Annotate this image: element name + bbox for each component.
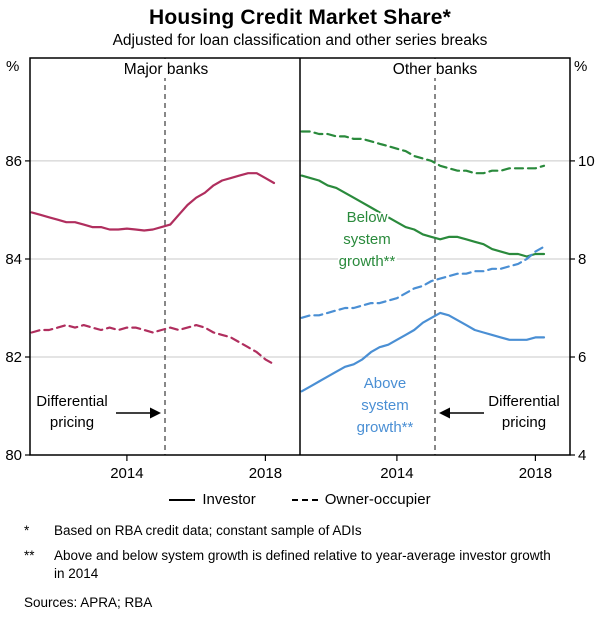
y-tick-label: 86: [5, 153, 22, 170]
legend-label-investor: Investor: [202, 491, 256, 508]
footnote-1: * Based on RBA credit data; constant sam…: [24, 522, 600, 540]
y-tick-label: 8: [578, 251, 586, 268]
y-tick-label: 10: [578, 153, 595, 170]
plot-frame: [29, 57, 571, 456]
legend-item-owner-occupier: Owner-occupier: [291, 491, 431, 508]
panel-header-other-banks: Other banks: [389, 59, 481, 78]
solid-line-swatch: [169, 498, 196, 501]
footnote-marker: **: [24, 548, 35, 564]
arrow-right-icon: [116, 407, 161, 419]
x-tick-label: 2018: [249, 465, 282, 482]
svg-text:pricing: pricing: [502, 414, 546, 431]
x-tick-label: 2014: [110, 465, 143, 482]
svg-text:Differential: Differential: [36, 393, 107, 410]
panel-header-label: Other banks: [393, 61, 478, 78]
footnote-text: Based on RBA credit data; constant sampl…: [54, 523, 362, 538]
svg-text:growth**: growth**: [357, 419, 414, 436]
series-line: [300, 130, 546, 175]
dashed-line-swatch: [291, 498, 318, 501]
axis-label-layer: 80 82 84 86 2014 2018 4 6 8 10 2014 2018: [5, 153, 594, 482]
svg-text:pricing: pricing: [50, 414, 94, 431]
svg-text:Differential: Differential: [488, 393, 559, 410]
chart-subtitle: Adjusted for loan classification and oth…: [112, 32, 488, 49]
legend: Investor Owner-occupier: [0, 491, 600, 508]
svg-text:Below: Below: [347, 209, 388, 226]
sources-line: Sources: APRA; RBA: [24, 594, 153, 610]
y-tick-label: 4: [578, 447, 586, 464]
chart-title: Housing Credit Market Share*: [149, 6, 451, 29]
y-tick-label: 80: [5, 447, 22, 464]
left-axis-unit: %: [6, 58, 19, 75]
y-tick-label: 84: [5, 251, 22, 268]
series-line: [300, 174, 546, 258]
legend-label-owner-occupier: Owner-occupier: [324, 491, 431, 508]
series-line: [300, 311, 546, 393]
y-tick-label: 6: [578, 349, 586, 366]
svg-text:system: system: [361, 397, 409, 414]
panel-header-label: Major banks: [124, 61, 209, 78]
differential-pricing-annotation-right: Differential pricing: [439, 391, 561, 433]
below-system-growth-label: Below system growth**: [337, 207, 397, 272]
series-line: [30, 324, 276, 366]
svg-text:Above: Above: [364, 375, 407, 392]
footnotes: * Based on RBA credit data; constant sam…: [24, 522, 600, 612]
x-tick-label: 2014: [380, 465, 413, 482]
series-line: [300, 245, 546, 319]
x-tick-label: 2018: [519, 465, 552, 482]
svg-text:growth**: growth**: [339, 253, 396, 270]
footnote-text: Above and below system growth is defined…: [54, 548, 551, 582]
svg-text:system: system: [343, 231, 391, 248]
series-line: [30, 172, 276, 232]
y-tick-label: 82: [5, 349, 22, 366]
series-layer: [30, 130, 546, 393]
chart-canvas: 80 82 84 86 2014 2018 4 6 8 10 2014 2018 % % Major …: [5, 57, 595, 482]
legend-item-investor: Investor: [169, 491, 256, 508]
footnote-2: ** Above and below system growth is defi…: [24, 547, 600, 583]
right-axis-unit: %: [574, 58, 587, 75]
panel-header-major-banks: Major banks: [118, 59, 214, 78]
above-system-growth-label: Above system growth**: [355, 373, 415, 438]
arrow-left-icon: [439, 407, 484, 419]
differential-pricing-annotation-left: Differential pricing: [35, 391, 161, 433]
footnote-marker: *: [24, 523, 30, 538]
